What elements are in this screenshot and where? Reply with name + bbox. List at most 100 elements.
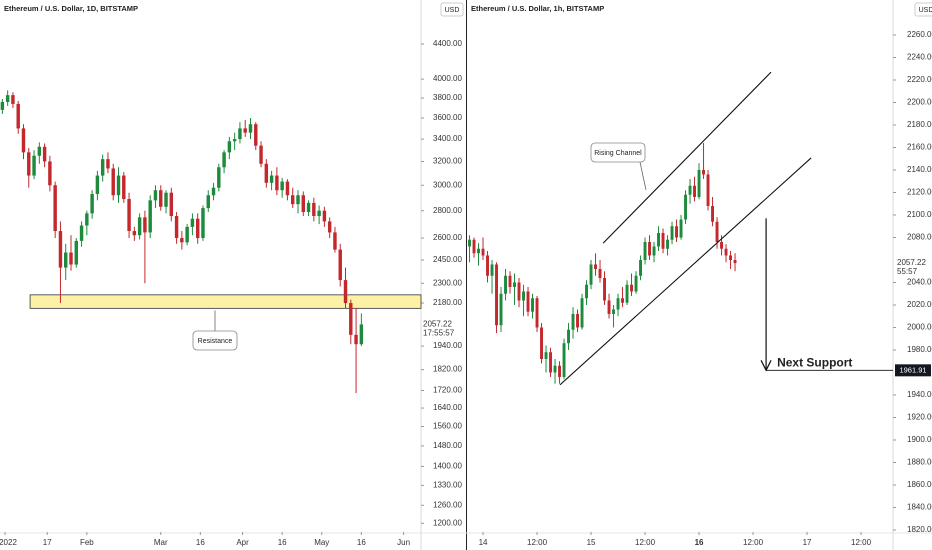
candle-body [269, 175, 274, 183]
candle-body [16, 103, 20, 129]
candle-body [264, 163, 269, 183]
candle-body [603, 277, 606, 301]
candle-body [535, 298, 539, 328]
candle-body [106, 159, 110, 169]
candle-body [48, 161, 52, 186]
candle-body [227, 141, 232, 153]
candle-body [648, 241, 651, 256]
candle-body [338, 249, 342, 281]
candle-body [580, 298, 584, 328]
x-tick-label: Apr [236, 538, 249, 547]
y-tick-label: 1200.00 [433, 518, 462, 527]
y-tick-label: 1640.00 [433, 403, 462, 412]
candle-body [254, 124, 258, 146]
candle-body [100, 159, 105, 176]
x-tick-label: May [314, 538, 329, 547]
candle-body [95, 175, 100, 194]
candle-body [598, 268, 602, 278]
candle-body [148, 200, 152, 233]
channel-line [559, 157, 812, 386]
candle-body [697, 169, 701, 197]
candle-body [585, 284, 588, 299]
candle-body [222, 152, 226, 168]
x-tick-label: 12:00 [851, 538, 872, 547]
candle-body [621, 298, 624, 303]
candle-body [616, 298, 620, 310]
y-tick-label: 2800.00 [433, 206, 462, 215]
candle-body [21, 128, 26, 153]
candle-body [285, 181, 290, 196]
candle-body [711, 205, 714, 222]
candle-body [652, 246, 656, 256]
y-tick-label: 1720.00 [433, 386, 462, 395]
y-tick-label: 1900.00 [907, 435, 932, 444]
candle-body [594, 264, 597, 269]
candle-body [513, 282, 516, 287]
candle-body [275, 175, 279, 191]
y-tick-label: 1480.00 [433, 441, 462, 450]
y-tick-label: 2080.00 [907, 233, 932, 242]
candle-body [116, 175, 121, 196]
candle-body [122, 175, 126, 200]
candle-body [232, 139, 237, 142]
x-tick-label: 12:00 [527, 538, 548, 547]
currency-label: USD [445, 7, 460, 14]
callout-box [192, 330, 238, 351]
candle-body [558, 365, 561, 377]
candle-body [612, 309, 615, 314]
y-tick-label: 2160.00 [907, 143, 932, 152]
candle-body [127, 199, 131, 232]
candle-body [111, 168, 115, 196]
candle-body [58, 231, 63, 268]
candle-body [684, 194, 687, 220]
countdown: 55:57 [897, 267, 918, 276]
candle-body [37, 146, 42, 156]
candle-body [132, 231, 137, 236]
y-tick-label: 3600.00 [433, 113, 462, 122]
chart-title: Ethereum / U.S. Dollar, 1h, BITSTAMP [471, 4, 604, 13]
candle-body [159, 190, 163, 207]
candle-body [499, 293, 503, 326]
candle-body [688, 185, 692, 195]
x-tick-label: 12:00 [743, 538, 764, 547]
candle-body [143, 217, 147, 233]
x-tick-label: 16 [196, 538, 205, 547]
channel-line [602, 71, 772, 244]
support-label: Next Support [777, 356, 852, 370]
currency-label: USD [919, 7, 932, 14]
y-tick-label: 2260.00 [907, 30, 932, 39]
y-tick-label: 1840.00 [907, 503, 932, 512]
y-tick-label: 1260.00 [433, 500, 462, 509]
candle-body [607, 300, 611, 314]
candle-body [349, 303, 353, 335]
candle-body [42, 146, 47, 162]
callout-box [590, 142, 646, 163]
candle-body [164, 192, 168, 207]
candle-body [675, 226, 678, 238]
candle-body [508, 275, 512, 287]
candle-body [306, 202, 311, 213]
candle-body [53, 185, 57, 232]
candle-body [291, 195, 295, 205]
currency-box [440, 2, 464, 17]
candle-body [468, 239, 471, 247]
candle-body [190, 218, 195, 227]
support-price: 1961.91 [899, 365, 926, 374]
candle-body [661, 232, 665, 249]
x-tick-label: 14 [479, 538, 488, 547]
y-tick-label: 3000.00 [433, 180, 462, 189]
y-tick-label: 2200.00 [907, 98, 932, 107]
candle-body [206, 195, 210, 209]
x-tick-label: Feb [80, 538, 94, 547]
candle-body [243, 128, 247, 133]
x-tick-label: 17 [43, 538, 52, 547]
candle-body [495, 264, 498, 326]
candle-body [201, 208, 205, 239]
candle-body [180, 238, 184, 243]
x-tick-label: 15 [587, 538, 596, 547]
candle-body [0, 101, 5, 110]
candle-body [504, 275, 507, 294]
candle-body [625, 284, 629, 303]
candle-body [301, 195, 305, 213]
candle-body [706, 174, 710, 206]
